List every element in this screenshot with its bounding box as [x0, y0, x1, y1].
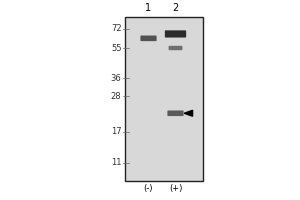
Text: 36: 36	[111, 74, 122, 83]
Text: 72: 72	[111, 24, 122, 33]
FancyBboxPatch shape	[165, 30, 186, 38]
Text: 2: 2	[172, 3, 178, 13]
FancyBboxPatch shape	[169, 46, 182, 50]
Polygon shape	[184, 110, 193, 116]
Text: (-): (-)	[144, 184, 153, 194]
Bar	[124, 17, 202, 181]
Text: 11: 11	[111, 158, 122, 167]
Text: (+): (+)	[169, 184, 182, 194]
Text: 55: 55	[111, 44, 122, 53]
FancyBboxPatch shape	[140, 36, 157, 41]
Text: 17: 17	[111, 127, 122, 136]
Text: 1: 1	[146, 3, 152, 13]
Text: 28: 28	[111, 92, 122, 101]
FancyBboxPatch shape	[167, 110, 184, 116]
